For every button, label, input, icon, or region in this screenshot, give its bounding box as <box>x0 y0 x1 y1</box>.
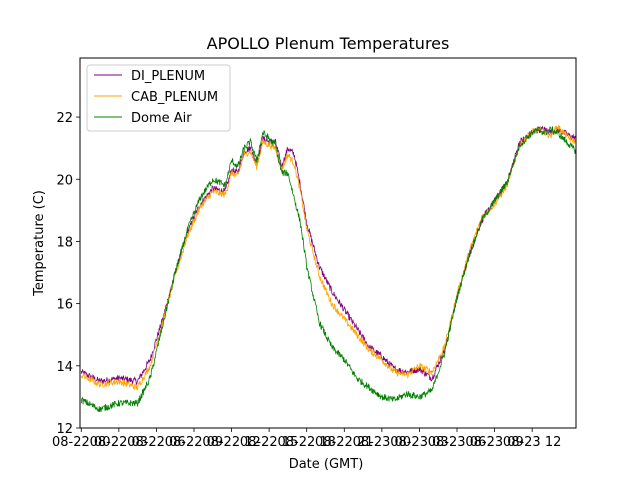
x-tick-label: 08-22 21 <box>315 435 373 450</box>
x-axis-label: Date (GMT) <box>289 457 364 472</box>
y-tick-label: 16 <box>56 298 73 313</box>
x-tick-label: 08-23 12 <box>503 435 561 450</box>
y-tick-label: 12 <box>56 422 73 437</box>
series-line-dome-air <box>80 125 577 412</box>
y-axis-ticks: 12 14 16 18 20 22 <box>56 111 80 437</box>
series-layer <box>80 125 577 412</box>
x-tick-label: 08-23 03 <box>390 435 448 450</box>
plot-frame <box>79 57 577 429</box>
y-tick-label: 14 <box>56 360 73 375</box>
y-tick-label: 18 <box>56 235 73 250</box>
x-tick-label: 08-22 09 <box>165 435 223 450</box>
legend-label-di-plenum: DI_PLENUM <box>131 69 205 84</box>
legend: DI_PLENUM CAB_PLENUM Dome Air <box>86 64 231 132</box>
x-tick-label: 08-23 09 <box>465 435 523 450</box>
x-tick-label: 08-23 00 <box>353 435 411 450</box>
series-line-cab-plenum <box>80 125 577 391</box>
y-tick-label: 20 <box>56 173 73 188</box>
x-tick-label: 08-22 06 <box>127 435 185 450</box>
x-tick-label: 08-22 00 <box>52 435 110 450</box>
chart-title: APOLLO Plenum Temperatures <box>207 34 450 53</box>
y-axis-label: Temperature (C) <box>32 190 47 297</box>
x-tick-label: 08-22 03 <box>90 435 148 450</box>
y-tick-label: 22 <box>56 111 73 126</box>
x-tick-label: 08-23 06 <box>428 435 486 450</box>
x-tick-label: 08-22 12 <box>202 435 260 450</box>
x-tick-label: 08-22 18 <box>277 435 335 450</box>
x-tick-label: 08-22 15 <box>240 435 298 450</box>
legend-entries: DI_PLENUM CAB_PLENUM Dome Air <box>94 69 218 126</box>
legend-box <box>86 64 231 132</box>
legend-label-dome-air: Dome Air <box>131 111 192 126</box>
legend-label-cab-plenum: CAB_PLENUM <box>131 90 218 105</box>
